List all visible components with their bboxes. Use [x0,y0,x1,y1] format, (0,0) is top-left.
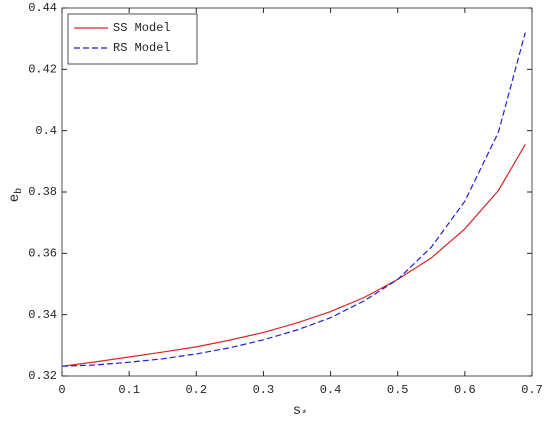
x-tick-label: 0.2 [185,383,207,397]
x-tick-label: 0.1 [118,383,140,397]
x-axis-label: s* [293,403,307,421]
y-axis-label: eb [7,188,25,202]
x-tick-label: 0 [58,383,65,397]
y-tick-label: 0.38 [28,185,57,199]
legend-label: RS Model [113,41,171,55]
y-tick-label: 0.34 [28,308,57,322]
line-series [61,144,526,367]
y-tick-label: 0.44 [28,1,57,15]
plot-area [61,7,533,377]
y-tick-label: 0.36 [28,247,57,261]
x-tick-label: 0.3 [253,383,275,397]
y-tick-label: 0.42 [28,63,57,77]
legend-label: SS Model [113,21,171,35]
x-tick-label: 0.5 [387,383,409,397]
y-tick-label: 0.4 [35,124,57,138]
line-series [61,32,526,367]
x-tick-label: 0.7 [521,383,543,397]
legend-box [67,13,198,65]
x-tick-label: 0.4 [320,383,342,397]
y-tick-label: 0.32 [28,369,57,383]
x-tick-label: 0.6 [454,383,476,397]
